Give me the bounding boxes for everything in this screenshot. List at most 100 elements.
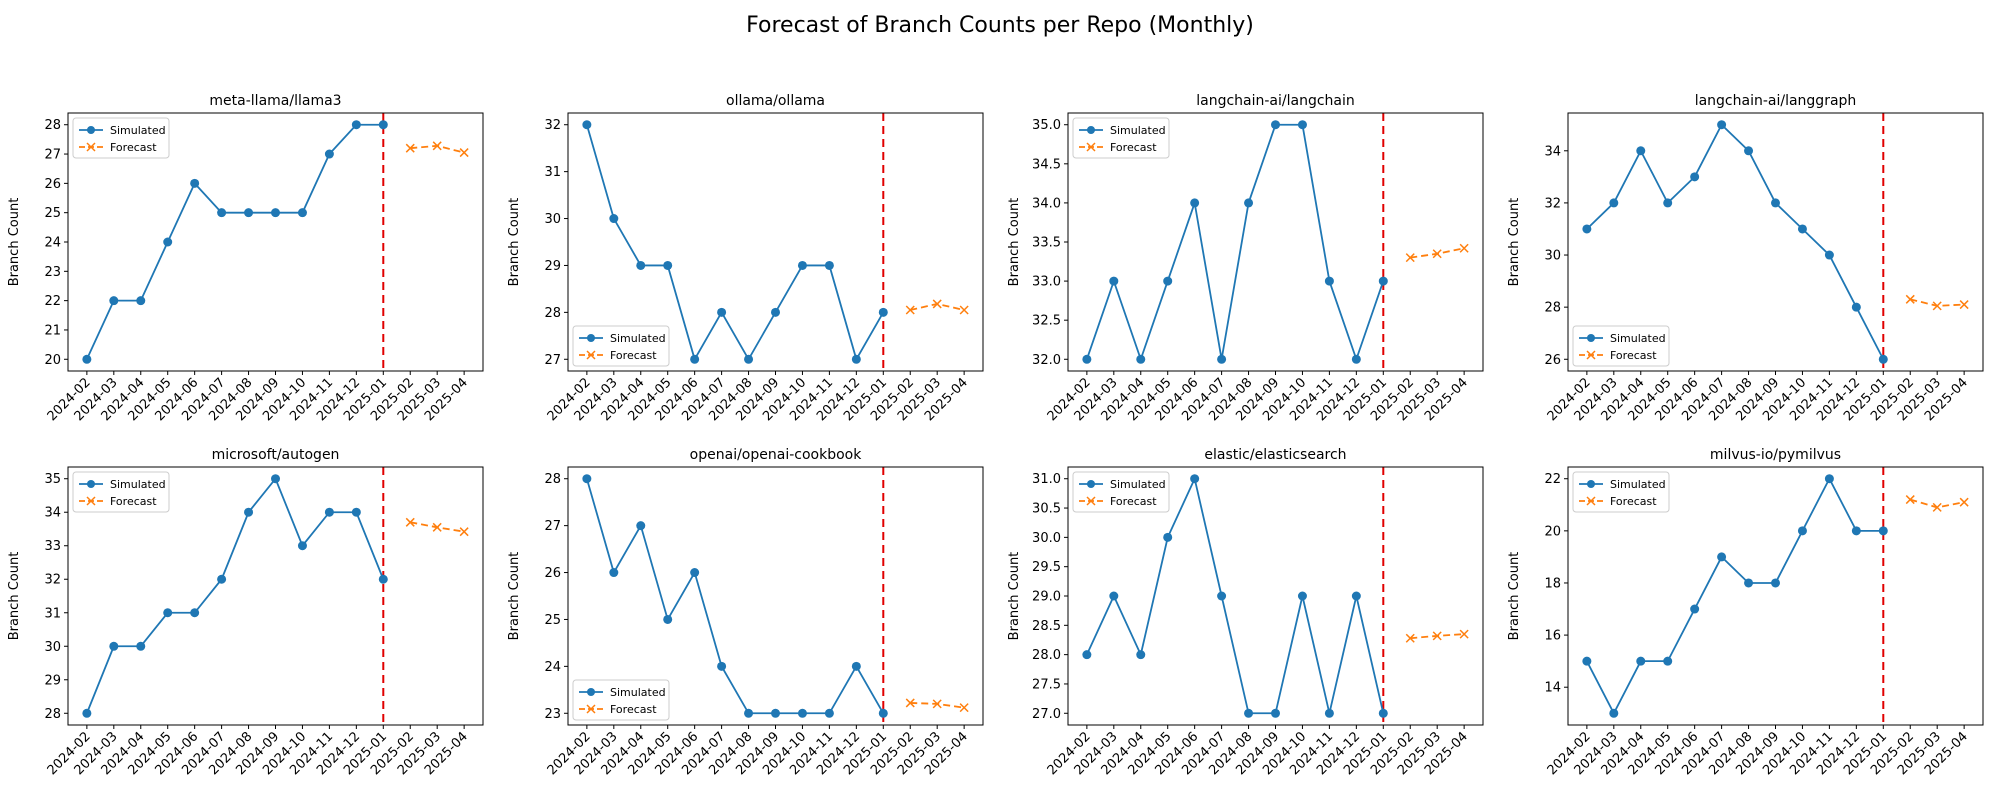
simulated-point (878, 708, 888, 718)
legend-forecast-marker (586, 704, 596, 714)
legend-simulated-label: Simulated (1110, 124, 1166, 137)
simulated-point (797, 260, 807, 270)
plot-frame (1067, 112, 1484, 372)
y-tick-label: 32.0 (1032, 353, 1061, 368)
legend-box (1072, 471, 1170, 513)
simulated-point (1351, 354, 1361, 364)
plot-frame (67, 112, 484, 372)
simulated-point (244, 507, 254, 517)
y-tick-label: 30.5 (1032, 502, 1061, 517)
y-tick-label: 35 (44, 472, 61, 487)
legend-simulated-label: Simulated (1610, 332, 1666, 345)
y-tick-label: 32.5 (1032, 314, 1061, 329)
simulated-point (717, 307, 727, 317)
simulated-point (744, 708, 754, 718)
simulated-point (1109, 591, 1119, 601)
forecast-series-line (1909, 498, 1965, 509)
y-tick-label: 29 (544, 259, 561, 274)
plot-frame (1067, 466, 1484, 726)
simulated-point (1351, 591, 1361, 601)
y-tick-label: 28 (1544, 301, 1561, 316)
legend-box (72, 117, 170, 159)
simulated-point (1082, 650, 1092, 660)
legend-simulated-marker (1087, 126, 1095, 134)
y-tick-label: 30 (44, 640, 61, 655)
legend-simulated-marker (1587, 480, 1595, 488)
simulated-series-line (86, 123, 384, 360)
simulated-point (582, 120, 592, 130)
simulated-point (609, 568, 619, 578)
simulated-point (109, 296, 119, 306)
y-axis-label: Branch Count (1007, 552, 1022, 641)
legend-forecast-marker (86, 142, 96, 152)
y-tick-label: 31.0 (1032, 472, 1061, 487)
legend: Simulated Forecast (72, 471, 170, 513)
y-tick-label: 27.5 (1032, 677, 1061, 692)
chart-title: langchain-ai/langgraph (1695, 93, 1857, 109)
legend: Simulated Forecast (1072, 117, 1170, 159)
simulated-point (663, 614, 673, 624)
y-tick-label: 31 (44, 606, 61, 621)
plot-frame (67, 466, 484, 726)
legend-simulated-label: Simulated (110, 124, 166, 137)
simulated-point (190, 178, 200, 188)
y-tick-label: 25 (544, 613, 561, 628)
forecast-point (432, 141, 442, 151)
simulated-point (1797, 526, 1807, 536)
simulated-point (1190, 474, 1200, 484)
simulated-series-line (1586, 123, 1885, 360)
legend-simulated-marker (587, 688, 595, 696)
legend-forecast-label: Forecast (610, 349, 657, 362)
legend-forecast-marker (1586, 496, 1596, 506)
simulated-point (690, 354, 700, 364)
y-tick-label: 28 (44, 118, 61, 133)
y-tick-label: 23 (544, 707, 561, 722)
simulated-point (1190, 198, 1200, 208)
simulated-point (717, 661, 727, 671)
simulated-point (1851, 526, 1861, 536)
y-tick-label: 29 (44, 673, 61, 688)
simulated-point (1636, 146, 1646, 156)
forecast-point (1932, 502, 1942, 512)
simulated-point (1690, 604, 1700, 614)
y-tick-label: 35.0 (1032, 118, 1061, 133)
forecast-point (1459, 629, 1469, 639)
simulated-point (1878, 526, 1888, 536)
simulated-point (244, 208, 254, 218)
y-tick-label: 33 (44, 539, 61, 554)
y-axis-label: Branch Count (7, 552, 22, 641)
simulated-point (1217, 354, 1227, 364)
simulated-point (1771, 578, 1780, 588)
legend: Simulated Forecast (572, 325, 670, 367)
forecast-point (905, 698, 915, 708)
simulated-point (1771, 198, 1780, 208)
legend-simulated-label: Simulated (1610, 478, 1666, 491)
simulated-point (1082, 354, 1092, 364)
legend-forecast-marker (86, 496, 96, 506)
figure-title: Forecast of Branch Counts per Repo (Mont… (746, 13, 1254, 38)
legend-simulated-label: Simulated (1110, 478, 1166, 491)
simulated-point (690, 568, 700, 578)
chart-panel: milvus-io/pymilvus Branch Count 14 16 18 20 22… (1507, 447, 1984, 778)
y-tick-label: 26 (44, 177, 61, 192)
y-axis-label: Branch Count (507, 198, 522, 287)
simulated-point (744, 354, 754, 364)
forecast-point (932, 299, 942, 309)
legend: Simulated Forecast (1572, 325, 1670, 367)
simulated-point (324, 507, 334, 517)
simulated-point (1324, 276, 1334, 286)
simulated-point (351, 507, 361, 517)
simulated-point (217, 208, 227, 218)
plot-frame (567, 466, 984, 726)
simulated-point (136, 296, 146, 306)
simulated-point (1582, 224, 1592, 234)
simulated-point (1136, 354, 1146, 364)
simulated-point (271, 208, 280, 218)
simulated-point (190, 608, 200, 618)
forecast-point (459, 148, 469, 158)
simulated-point (1824, 474, 1834, 484)
y-tick-label: 27 (544, 519, 561, 534)
simulated-series-line (1086, 123, 1385, 363)
simulated-point (636, 521, 646, 531)
simulated-point (136, 641, 146, 651)
